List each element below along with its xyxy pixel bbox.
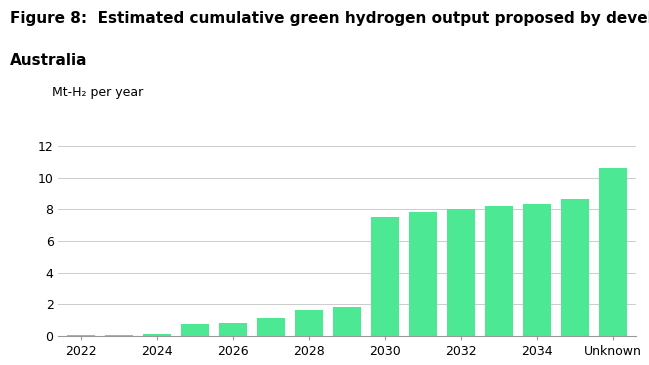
Bar xyxy=(371,217,400,336)
Text: Australia: Australia xyxy=(10,53,87,68)
Bar xyxy=(447,209,476,336)
Bar xyxy=(105,335,134,336)
Bar xyxy=(219,323,247,336)
Bar xyxy=(409,212,437,336)
Bar xyxy=(143,334,171,336)
Bar xyxy=(561,199,589,336)
Bar xyxy=(485,206,513,336)
Text: Mt-H₂ per year: Mt-H₂ per year xyxy=(52,85,143,99)
Bar xyxy=(295,311,323,336)
Text: Figure 8:  Estimated cumulative green hydrogen output proposed by developers in: Figure 8: Estimated cumulative green hyd… xyxy=(10,11,649,26)
Bar xyxy=(599,168,628,336)
Bar xyxy=(333,307,361,336)
Bar xyxy=(181,324,210,336)
Bar xyxy=(523,204,552,336)
Bar xyxy=(257,318,286,336)
